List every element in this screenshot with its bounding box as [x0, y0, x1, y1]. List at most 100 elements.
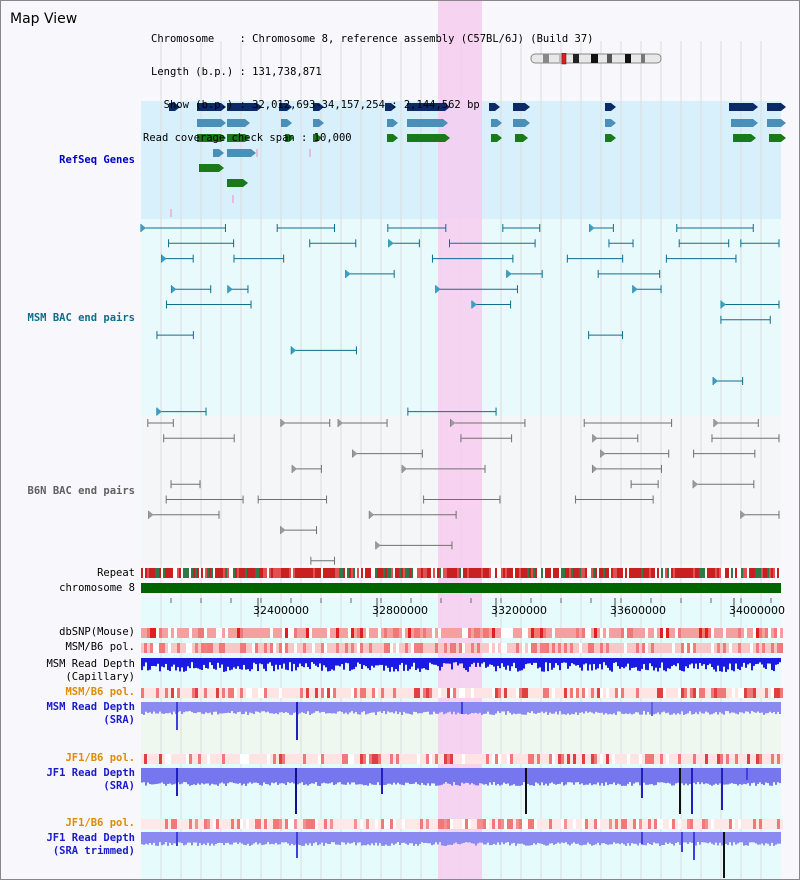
capillary-depth-bar — [455, 658, 457, 663]
repeat-segment — [715, 568, 717, 578]
repeat-segment — [573, 568, 575, 578]
pol-strip-cell — [489, 754, 492, 764]
pol-strip-cell — [522, 643, 525, 653]
pol-strip-cell — [462, 628, 465, 638]
read-depth-bar — [385, 832, 387, 845]
pol-strip-cell — [477, 754, 480, 764]
pol-strip-cell — [444, 688, 447, 698]
read-depth-bar — [453, 832, 455, 844]
read-depth-bar — [259, 832, 261, 844]
read-depth-bar — [509, 768, 511, 786]
capillary-depth-bar — [751, 658, 753, 671]
read-depth-bar — [457, 702, 459, 713]
read-depth-bar — [235, 702, 237, 714]
pol-strip-cell — [402, 754, 405, 764]
capillary-depth-bar — [309, 658, 311, 670]
repeat-segment — [515, 568, 517, 578]
pol-strip-cell — [579, 754, 582, 764]
pol-strip-cell — [441, 754, 444, 764]
capillary-depth-bar — [347, 658, 349, 664]
repeat-segment — [553, 568, 555, 578]
repeat-segment — [775, 568, 777, 578]
pol-strip-cell — [780, 628, 783, 638]
pol-strip-cell — [387, 688, 390, 698]
read-depth-bar — [507, 832, 509, 843]
read-depth-bar — [703, 768, 705, 785]
read-depth-bar — [233, 702, 235, 714]
read-depth-bar — [333, 768, 335, 785]
repeat-segment — [711, 568, 713, 578]
repeat-segment — [593, 568, 595, 578]
capillary-depth-bar — [577, 658, 579, 666]
read-depth-bar — [211, 768, 213, 784]
repeat-segment — [649, 568, 651, 578]
pol-strip-cell — [513, 643, 516, 653]
read-depth-bar — [705, 832, 707, 843]
read-depth-bar — [551, 768, 553, 783]
read-depth-bar — [613, 832, 615, 843]
pol-strip-cell — [402, 819, 405, 829]
pol-strip-cell — [510, 628, 513, 638]
repeat-segment — [695, 568, 697, 578]
read-depth-bar — [457, 768, 459, 786]
read-depth-bar — [775, 768, 777, 785]
read-depth-bar — [247, 832, 249, 844]
repeat-segment — [537, 568, 539, 578]
read-depth-bar — [617, 702, 619, 712]
repeat-segment — [591, 568, 593, 578]
read-depth-bar — [685, 702, 687, 715]
pol-strip-cell — [279, 754, 282, 764]
capillary-depth-bar — [193, 658, 195, 669]
read-depth-bar — [555, 832, 557, 844]
pol-strip-cell — [240, 754, 243, 764]
pol-strip-cell — [321, 754, 324, 764]
pol-strip-cell — [381, 643, 384, 653]
pol-strip-cell — [483, 628, 486, 638]
pol-strip-cell — [450, 688, 453, 698]
repeat-segment — [579, 568, 581, 578]
msm-bac-marker — [345, 269, 351, 278]
pol-strip-cell — [618, 819, 621, 829]
read-depth-bar — [609, 832, 611, 845]
pol-strip-cell — [495, 819, 498, 829]
read-depth-bar — [273, 702, 275, 714]
pol-strip-cell — [633, 754, 636, 764]
chromosome-ideogram[interactable] — [529, 53, 665, 65]
read-depth-bar — [597, 768, 599, 783]
read-depth-bar — [321, 768, 323, 784]
read-depth-bar — [763, 768, 765, 786]
repeat-segment — [353, 568, 355, 578]
capillary-depth-bar — [439, 658, 441, 671]
axis-tick-label: 33200000 — [491, 604, 547, 617]
pol-strip-cell — [276, 628, 279, 638]
pol-strip-cell — [549, 628, 552, 638]
capillary-depth-bar — [249, 658, 251, 672]
repeat-segment — [255, 568, 257, 578]
read-depth-bar — [505, 768, 507, 784]
repeat-segment — [175, 568, 177, 578]
read-depth-bar — [143, 832, 145, 845]
read-depth-bar — [637, 832, 639, 846]
capillary-depth-bar — [745, 658, 747, 668]
read-depth-bar — [755, 832, 757, 844]
repeat-segment — [479, 568, 481, 578]
read-depth-bar — [651, 768, 653, 785]
pol-strip-cell — [270, 643, 273, 653]
read-depth-bar — [521, 832, 523, 844]
pol-strip-cell — [432, 688, 435, 698]
repeat-segment — [275, 568, 277, 578]
pol-strip-cell — [561, 819, 564, 829]
read-depth-bar — [623, 768, 625, 786]
pol-strip-cell — [195, 819, 198, 829]
pol-strip-cell — [195, 643, 198, 653]
msm-bac-marker — [589, 224, 595, 232]
capillary-depth-bar — [363, 658, 365, 666]
pol-strip-cell — [492, 628, 495, 638]
pol-strip-cell — [336, 754, 339, 764]
read-depth-bar — [273, 768, 275, 784]
repeat-segment — [739, 568, 741, 578]
capillary-depth-bar — [579, 658, 581, 668]
repeat-segment — [533, 568, 535, 578]
pol-strip-cell — [780, 643, 783, 653]
